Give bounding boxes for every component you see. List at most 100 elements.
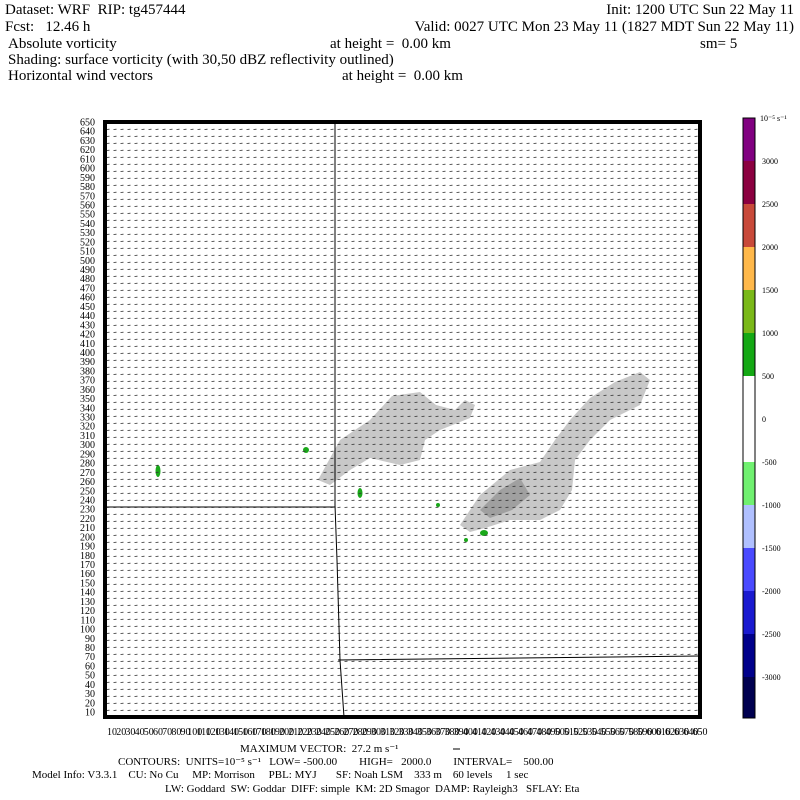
x-tick-label: 200 [279,727,294,738]
x-tick-label: 180 [261,727,276,738]
y-tick-label: 60 [85,661,95,672]
map-frame [103,120,702,719]
y-tick-label: 260 [80,477,95,488]
y-tick-label: 40 [85,680,95,691]
y-tick-label: 420 [80,330,95,341]
colorbar-label: 2500 [762,200,778,209]
y-tick-label: 340 [80,403,95,414]
y-tick-label: 200 [80,532,95,543]
y-tick-label: 620 [80,145,95,156]
x-tick-label: 540 [591,727,606,738]
colorbar: 10⁻⁵ s⁻¹ 3000 2500 2000 1500 1000 500 0 -500 -10… [742,114,787,719]
y-tick-label: 480 [80,274,95,285]
y-tick-label: 500 [80,256,95,267]
y-tick-label: 380 [80,366,95,377]
y-tick-label: 290 [80,449,95,460]
x-tick-label: 300 [371,727,386,738]
y-tick-label: 370 [80,376,95,387]
x-tick-label: 520 [573,727,588,738]
y-tick-label: 410 [80,339,95,350]
x-tick-label: 450 [509,727,524,738]
x-tick-label: 160 [242,727,257,738]
y-tick-label: 530 [80,228,95,239]
x-tick-label: 610 [656,727,671,738]
x-tick-label: 380 [444,727,459,738]
y-tick-label: 210 [80,523,95,534]
x-tick-label: 330 [399,727,414,738]
y-tick-label: 30 [85,689,95,700]
y-tick-label: 160 [80,569,95,580]
x-tick-label: 360 [426,727,441,738]
physics-info: LW: Goddard SW: Goddar DIFF: simple KM: … [165,783,579,795]
field-height: at height = 0.00 km [342,68,463,84]
x-tick-label: 630 [674,727,689,738]
y-tick-label: 10 [85,708,95,719]
x-tick-label: 220 [297,727,312,738]
x-tick-label: 470 [527,727,542,738]
y-tick-label: 460 [80,293,95,304]
x-tick-label: 580 [628,727,643,738]
field-name: Absolute vorticity [8,36,117,52]
colorbar-label: 1500 [762,286,778,295]
init-time: Init: 1200 UTC Sun 22 May 11 [606,2,794,18]
x-tick-label: 70 [162,727,172,738]
x-tick-label: 10 [107,727,117,738]
y-tick-label: 430 [80,320,95,331]
x-tick-label: 100 [187,727,202,738]
x-tick-label: 290 [362,727,377,738]
x-tick-label: 570 [619,727,634,738]
y-tick-label: 100 [80,625,95,636]
x-tick-label: 320 [389,727,404,738]
colorbar-label: 2000 [762,243,778,252]
x-tick-label: 170 [252,727,267,738]
field-name: Horizontal wind vectors [8,68,153,84]
x-tick-label: 250 [325,727,340,738]
colorbar-label: 0 [762,415,766,424]
x-tick-label: 560 [610,727,625,738]
x-tick-label: 510 [564,727,579,738]
max-vector: MAXIMUM VECTOR: 27.2 m s⁻¹ [240,743,398,755]
y-tick-label: 150 [80,578,95,589]
x-tick-label: 20 [116,727,126,738]
y-axis: 6506406306206106005905805705605505405305… [80,118,95,719]
x-tick-label: 50 [144,727,154,738]
x-tick-label: 190 [270,727,285,738]
state-borders [105,122,701,718]
y-tick-label: 120 [80,606,95,617]
y-tick-label: 330 [80,413,95,424]
x-tick-label: 30 [125,727,135,738]
x-tick-label: 530 [582,727,597,738]
y-tick-label: 130 [80,597,95,608]
y-tick-label: 520 [80,237,95,248]
x-tick-label: 280 [353,727,368,738]
y-tick-label: 450 [80,302,95,313]
y-tick-label: 440 [80,311,95,322]
y-tick-label: 550 [80,210,95,221]
y-tick-label: 490 [80,265,95,276]
x-tick-label: 500 [555,727,570,738]
colorbar-label: -500 [762,458,777,467]
y-tick-label: 310 [80,431,95,442]
x-tick-label: 390 [454,727,469,738]
colorbar-label: 3000 [762,157,778,166]
model-info: Model Info: V3.3.1 CU: No Cu MP: Morriso… [32,769,528,781]
contours: CONTOURS: UNITS=10⁻⁵ s⁻¹ LOW= -500.00 HI… [118,756,554,768]
x-tick-label: 590 [637,727,652,738]
colorbar-label: -3000 [762,673,781,682]
y-tick-label: 70 [85,652,95,663]
x-tick-label: 430 [490,727,505,738]
y-tick-label: 190 [80,542,95,553]
x-tick-label: 620 [665,727,680,738]
map-panel [103,120,702,719]
x-tick-label: 460 [518,727,533,738]
header: Dataset: WRF RIP: tg457444 Init: 1200 UT… [5,2,794,84]
colorbar-label: 1000 [762,329,778,338]
x-tick-label: 90 [181,727,191,738]
y-tick-label: 110 [80,615,95,626]
x-tick-label: 400 [463,727,478,738]
x-tick-label: 350 [417,727,432,738]
y-tick-label: 390 [80,357,95,368]
x-tick-label: 240 [316,727,331,738]
y-tick-label: 180 [80,551,95,562]
colorbar-label: 500 [762,372,774,381]
